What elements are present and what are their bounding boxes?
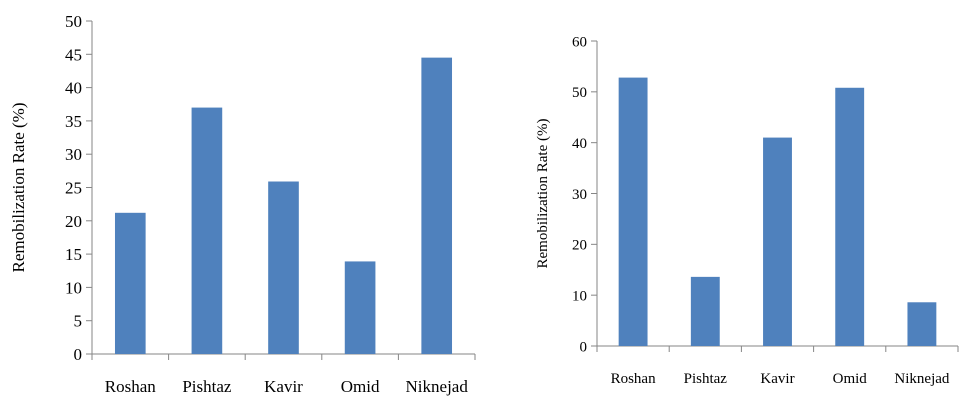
x-category-label: Kavir [760,371,794,387]
x-category-label: Omid [833,371,868,387]
bar-niknejad [907,302,936,346]
y-tick-label: 20 [65,212,82,231]
chart-left: 0 5 10 15 20 25 30 35 40 45 50 Roshan Pishtaz Kavir Om… [9,12,475,396]
y-tick-label: 20 [572,238,587,254]
bar-pishtaz [691,277,720,346]
y-tick-label: 10 [65,278,82,297]
x-category-label: Pishtaz [684,371,728,387]
x-category-label: Roshan [105,377,157,396]
y-tick-label: 0 [74,345,83,364]
chart-right: 0 10 20 30 40 50 60 Roshan Pishtaz Kavir Omid Nikne… [535,34,958,387]
y-tick-label: 50 [572,85,587,101]
bar-niknejad [421,58,452,354]
y-tick-label: 45 [65,45,82,64]
y-axis-title: Remobilization Rate (%) [9,103,28,273]
x-category-label: Roshan [611,371,657,387]
bar-kavir [763,138,792,346]
x-category-label: Omid [341,377,380,396]
y-tick-label: 35 [65,112,82,131]
y-tick-label: 60 [572,34,587,50]
y-axis-title: Remobilization Rate (%) [535,119,551,269]
y-tick-label: 25 [65,178,82,197]
x-category-label: Niknejad [406,377,469,396]
x-category-label: Niknejad [894,371,949,387]
bar-pishtaz [192,108,223,354]
y-tick-label: 0 [580,339,588,355]
bar-roshan [115,213,146,354]
y-tick-label: 40 [65,79,82,98]
y-tick-label: 5 [74,312,83,331]
x-category-label: Kavir [264,377,303,396]
y-tick-label: 30 [65,145,82,164]
y-tick-label: 40 [572,136,587,152]
bar-omid [835,88,864,346]
x-category-label: Pishtaz [182,377,232,396]
y-tick-label: 10 [572,288,587,304]
y-tick-label: 15 [65,245,82,264]
y-tick-label: 50 [65,12,82,31]
y-tick-label: 30 [572,187,587,203]
bar-omid [345,261,376,354]
bar-roshan [619,78,648,346]
bar-kavir [268,182,299,354]
